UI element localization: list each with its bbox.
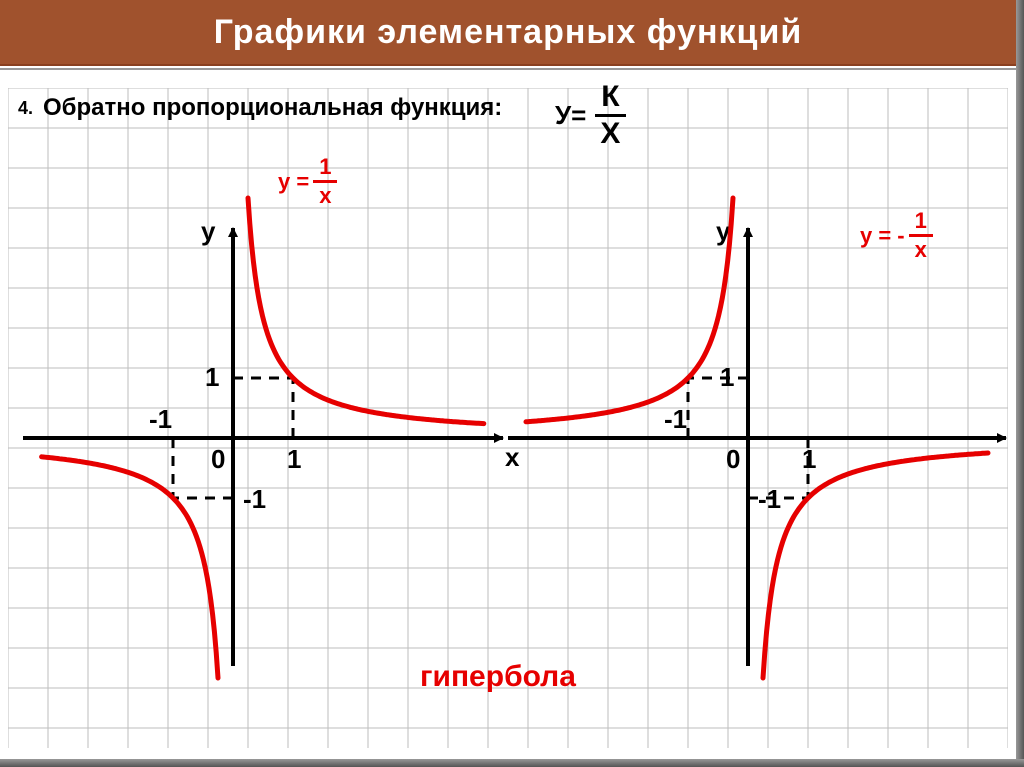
subtitle-text: Обратно пропорциональная функция:: [43, 94, 502, 122]
subtitle-number: 4.: [18, 98, 33, 119]
svg-text:у: у: [201, 216, 216, 246]
svg-text:-1: -1: [664, 404, 687, 434]
subtitle: 4. Обратно пропорциональная функция:: [18, 94, 502, 122]
eq-right-prefix: у = -: [860, 223, 905, 249]
eq-right-den: x: [909, 237, 933, 261]
svg-text:1: 1: [205, 362, 219, 392]
graph-area: ху01-11-1ху01-11-1: [8, 88, 1008, 748]
eq-left-den: x: [313, 183, 337, 207]
slide: Графики элементарных функций 4. Обратно …: [0, 0, 1024, 767]
formula-lhs: У=: [555, 100, 586, 131]
slide-title: Графики элементарных функций: [214, 13, 803, 52]
svg-text:-1: -1: [243, 484, 266, 514]
svg-text:0: 0: [211, 444, 225, 474]
formula-fraction: К Х: [594, 82, 626, 149]
chart-svg: ху01-11-1ху01-11-1: [8, 88, 1008, 748]
caption-hyperbola: гипербола: [420, 660, 576, 694]
formula-numerator: К: [595, 82, 625, 117]
slide-border-right: [1016, 0, 1024, 767]
equation-left: у = 1 x: [278, 156, 337, 207]
slide-border-bottom: [0, 759, 1024, 767]
svg-text:0: 0: [726, 444, 740, 474]
divider: [0, 68, 1016, 70]
eq-left-prefix: у =: [278, 169, 309, 195]
eq-left-num: 1: [313, 156, 337, 183]
equation-right: у = - 1 x: [860, 210, 933, 261]
title-bar: Графики элементарных функций: [0, 0, 1016, 66]
svg-text:х: х: [505, 442, 520, 472]
svg-text:1: 1: [287, 444, 301, 474]
svg-text:-1: -1: [149, 404, 172, 434]
eq-right-num: 1: [909, 210, 933, 237]
main-formula: У= К Х: [555, 82, 626, 149]
formula-denominator: Х: [594, 117, 626, 149]
